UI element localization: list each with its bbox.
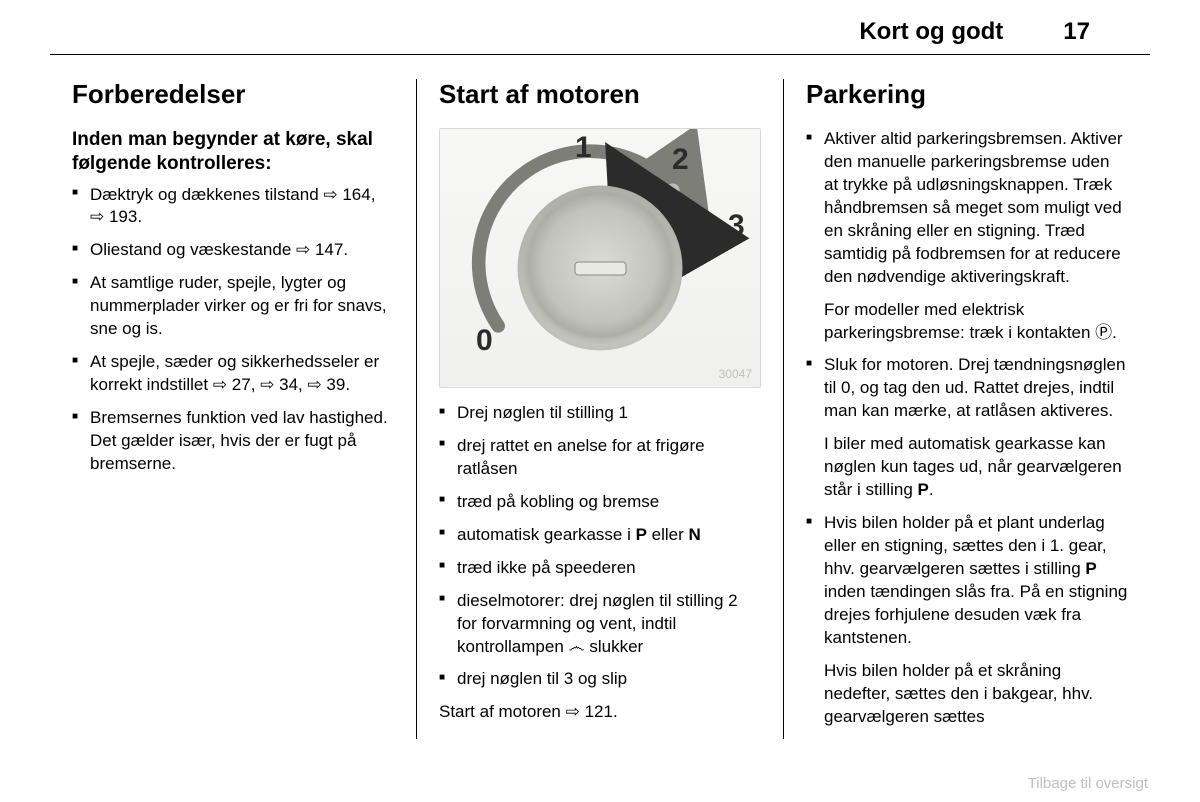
list-item: træd ikke på speederen bbox=[439, 557, 761, 580]
list-item-extra: I biler med automatisk gearkasse kan nøg… bbox=[824, 433, 1128, 502]
list-item-main: Aktiver altid parkeringsbremsen. Aktiver… bbox=[824, 129, 1123, 286]
list-item: Sluk for motoren. Drej tændningsnøglen t… bbox=[806, 354, 1128, 502]
heading-start-motor: Start af motoren bbox=[439, 79, 761, 110]
list-item: Aktiver altid parkeringsbremsen. Aktiver… bbox=[806, 128, 1128, 344]
column-2: Start af motoren 0 1 2 3 300 bbox=[416, 79, 783, 739]
page-number: 17 bbox=[1063, 18, 1090, 46]
column-3: Parkering Aktiver altid parkeringsbremse… bbox=[783, 79, 1150, 739]
start-ref: Start af motoren ⇨ 121. bbox=[439, 701, 761, 724]
list-item: Dæktryk og dækkenes tilstand ⇨ 164, ⇨ 19… bbox=[72, 184, 394, 230]
list-item: dieselmotorer: drej nøglen til stilling … bbox=[439, 590, 761, 659]
subheading-checks: Inden man begynder at køre, skal følgend… bbox=[72, 128, 394, 176]
list-item-main: Sluk for motoren. Drej tændningsnøglen t… bbox=[824, 355, 1125, 420]
column-1: Forberedelser Inden man begynder at køre… bbox=[50, 79, 416, 739]
list-item: At spejle, sæder og sikkerhedsseler er k… bbox=[72, 351, 394, 397]
ignition-key-figure: 0 1 2 3 30047 bbox=[439, 128, 761, 388]
figure-id: 30047 bbox=[719, 367, 752, 381]
back-to-overview-link[interactable]: Tilbage til oversigt bbox=[1028, 775, 1148, 792]
list-item: træd på kobling og bremse bbox=[439, 491, 761, 514]
parking-list: Aktiver altid parkeringsbremsen. Aktiver… bbox=[806, 128, 1128, 729]
start-steps-list: Drej nøglen til stilling 1 drej rattet e… bbox=[439, 402, 761, 691]
content-columns: Forberedelser Inden man begynder at køre… bbox=[50, 55, 1150, 739]
list-item-extra: For modeller med elektrisk parkeringsbre… bbox=[824, 299, 1128, 345]
figure-label-1: 1 bbox=[575, 131, 592, 165]
list-item: Oliestand og væskestande ⇨ 147. bbox=[72, 239, 394, 262]
list-item: drej nøglen til 3 og slip bbox=[439, 668, 761, 691]
figure-label-0: 0 bbox=[476, 324, 493, 358]
key-dial-icon bbox=[518, 186, 683, 351]
figure-label-2: 2 bbox=[672, 143, 689, 177]
heading-parkering: Parkering bbox=[806, 79, 1128, 110]
list-item: Hvis bilen holder på et plant underlag e… bbox=[806, 512, 1128, 728]
list-item-extra: Hvis bilen holder på et skråning nedefte… bbox=[824, 660, 1128, 729]
list-item-main: Hvis bilen holder på et plant underlag e… bbox=[824, 513, 1127, 647]
page-header: Kort og godt 17 bbox=[50, 0, 1150, 55]
list-item: At samtlige ruder, spejle, lygter og num… bbox=[72, 272, 394, 341]
check-list: Dæktryk og dækkenes tilstand ⇨ 164, ⇨ 19… bbox=[72, 184, 394, 476]
chapter-title: Kort og godt bbox=[859, 18, 1003, 46]
heading-forberedelser: Forberedelser bbox=[72, 79, 394, 110]
list-item: drej rattet en anelse for at frigøre rat… bbox=[439, 435, 761, 481]
list-item: Bremsernes funktion ved lav hastighed. D… bbox=[72, 407, 394, 476]
list-item: Drej nøglen til stilling 1 bbox=[439, 402, 761, 425]
figure-label-3: 3 bbox=[728, 209, 745, 243]
list-item: automatisk gearkasse i P eller N bbox=[439, 524, 761, 547]
